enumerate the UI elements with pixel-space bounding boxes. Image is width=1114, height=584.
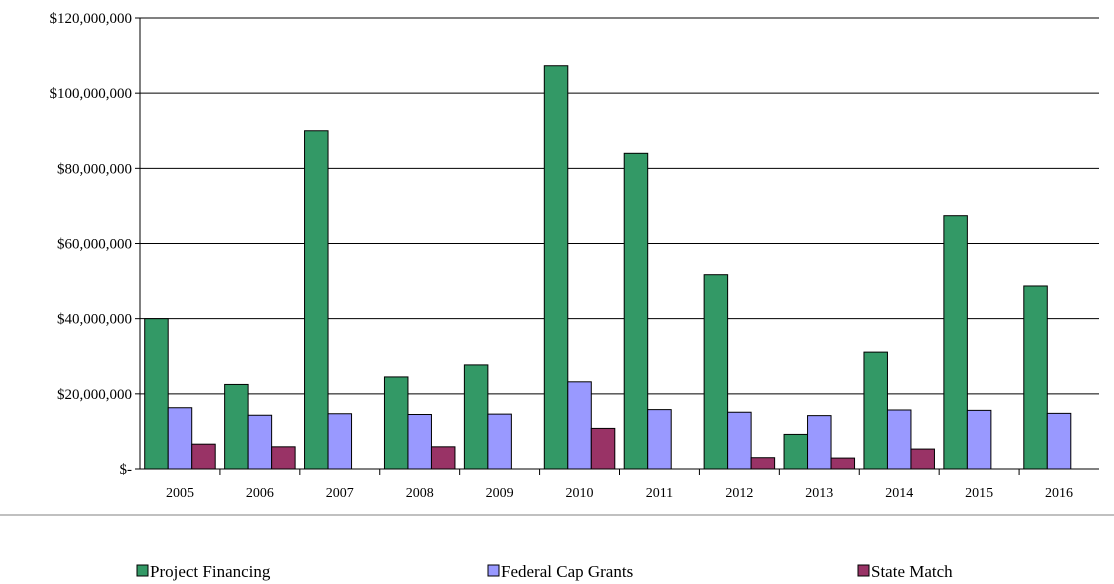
x-tick-label: 2013 xyxy=(805,486,833,501)
bar-state-match xyxy=(430,446,456,470)
legend-label: Project Financing xyxy=(150,562,271,581)
bar-federal-cap-grants xyxy=(327,413,353,470)
bar-federal-cap-grants xyxy=(247,414,273,470)
bar-project-financing xyxy=(783,433,809,470)
bar-project-financing xyxy=(703,274,729,470)
bar-project-financing xyxy=(383,376,409,470)
x-tick-label: 2010 xyxy=(566,486,594,501)
y-tick-label: $20,000,000 xyxy=(57,387,132,403)
bar-state-match xyxy=(910,448,935,470)
bar-project-financing xyxy=(1023,285,1048,470)
bar-state-match xyxy=(271,446,296,470)
x-tick-label: 2009 xyxy=(486,486,514,501)
y-tick-label: $100,000,000 xyxy=(50,86,133,102)
x-tick-label: 2006 xyxy=(246,486,274,501)
legend-swatch-state-match xyxy=(857,564,870,577)
bars xyxy=(144,65,1072,470)
y-tick-label: $80,000,000 xyxy=(57,161,132,177)
x-tick-label: 2014 xyxy=(885,486,913,501)
x-tick-label: 2005 xyxy=(166,486,194,501)
x-tick-label: 2012 xyxy=(725,486,753,501)
bar-state-match xyxy=(750,457,776,470)
y-tick-label: $- xyxy=(120,462,133,478)
bar-project-financing xyxy=(543,65,569,470)
bar-federal-cap-grants xyxy=(886,409,912,470)
gridlines xyxy=(140,17,1099,395)
legend-label: State Match xyxy=(871,562,953,581)
bar-federal-cap-grants xyxy=(727,411,752,470)
bar-project-financing xyxy=(144,318,169,470)
bar-federal-cap-grants xyxy=(407,414,432,470)
y-tick-label: $120,000,000 xyxy=(50,11,133,27)
bar-federal-cap-grants xyxy=(647,409,672,470)
bar-federal-cap-grants xyxy=(567,381,592,470)
bar-project-financing xyxy=(224,383,249,470)
bar-federal-cap-grants xyxy=(167,407,193,470)
x-tick-label: 2007 xyxy=(326,486,354,501)
axes: $- $20,000,000 $40,000,000 $60,000,000 $80,0… xyxy=(50,11,1099,501)
bar-project-financing xyxy=(304,130,329,470)
bar-federal-cap-grants xyxy=(487,413,512,470)
bar-state-match xyxy=(191,443,216,470)
legend: Project Financing Federal Cap Grants State… xyxy=(136,562,953,581)
y-tick-label: $60,000,000 xyxy=(57,237,132,253)
x-tick-label: 2008 xyxy=(406,486,434,501)
bar-project-financing xyxy=(623,152,649,470)
bar-federal-cap-grants xyxy=(807,415,832,470)
y-tick-label: $40,000,000 xyxy=(57,312,132,328)
bar-federal-cap-grants xyxy=(1046,412,1072,470)
bar-federal-cap-grants xyxy=(966,409,992,470)
bar-state-match xyxy=(590,427,616,470)
x-tick-label: 2015 xyxy=(965,486,993,501)
legend-swatch-project-financing xyxy=(136,564,149,577)
bar-project-financing xyxy=(463,364,489,470)
legend-label: Federal Cap Grants xyxy=(501,562,633,581)
legend-swatch-federal-cap-grants xyxy=(487,564,500,577)
x-tick-label: 2016 xyxy=(1045,486,1073,501)
bar-project-financing xyxy=(863,351,888,470)
x-tick-label: 2011 xyxy=(646,486,673,501)
bar-project-financing xyxy=(943,215,968,470)
bar-state-match xyxy=(830,457,856,470)
